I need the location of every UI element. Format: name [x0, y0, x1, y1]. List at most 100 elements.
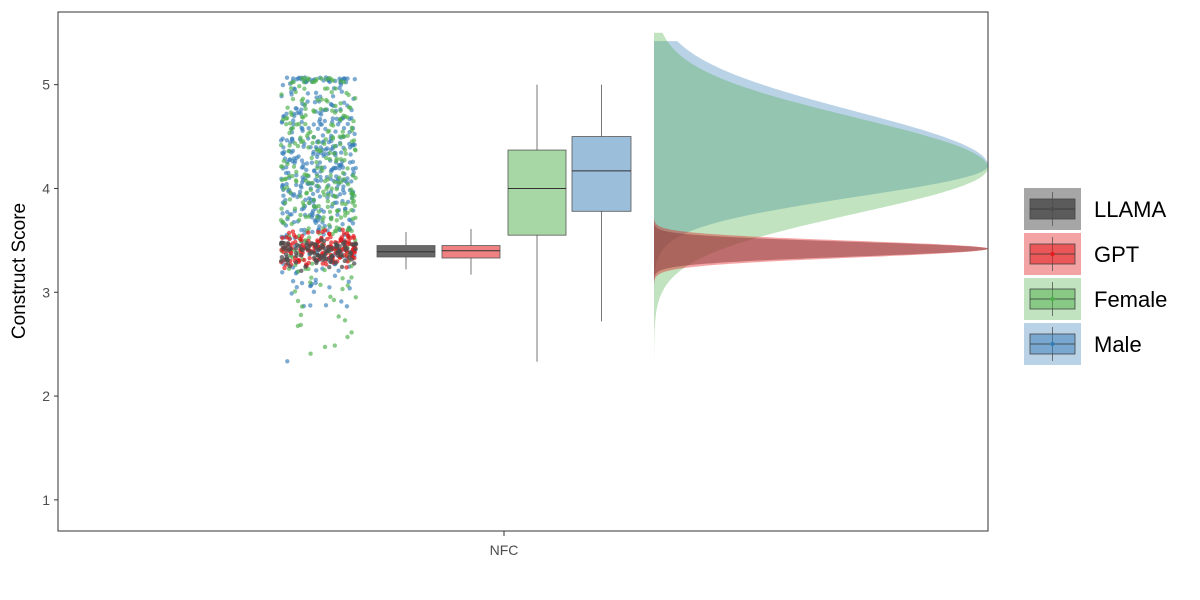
jitter-point-female	[323, 97, 329, 103]
jitter-point-male	[287, 157, 292, 162]
jitter-point-female	[345, 334, 350, 340]
jitter-point-male	[340, 222, 345, 227]
jitter-point-female	[322, 178, 328, 184]
jitter-point-female	[329, 186, 334, 191]
jitter-point-female	[318, 282, 323, 287]
jitter-point-gpt	[286, 230, 292, 236]
jitter-point-llama	[279, 258, 284, 264]
jitter-point-llama	[327, 265, 332, 270]
jitter-point-male	[286, 170, 291, 176]
jitter-point-male	[351, 170, 356, 175]
jitter-point-male	[294, 106, 299, 111]
jitter-point-female	[322, 192, 327, 198]
jitter-point-female	[329, 90, 334, 95]
jitter-point-female	[295, 143, 301, 149]
jitter-point-female	[322, 141, 327, 146]
jitter-point-female	[342, 158, 347, 163]
jitter-point-male	[347, 160, 353, 165]
jitter-point-female	[327, 156, 332, 162]
jitter-point-female	[292, 289, 298, 294]
jitter-point-female	[320, 168, 325, 173]
jitter-point-male	[330, 94, 336, 99]
jitter-point-female	[281, 221, 287, 226]
jitter-point-female	[341, 134, 346, 139]
jitter-point-female	[310, 79, 315, 85]
jitter-point-llama	[319, 243, 324, 248]
jitter-point-gpt	[282, 265, 287, 271]
jitter-point-female	[335, 208, 340, 214]
jitter-point-male	[292, 160, 297, 166]
jitter-point-llama	[314, 242, 319, 247]
jitter-point-male	[311, 289, 317, 294]
jitter-point-female	[349, 330, 354, 335]
jitter-point-gpt	[320, 229, 325, 234]
jitter-point-female	[303, 121, 308, 127]
jitter-point-female	[325, 199, 331, 204]
jitter-point-female	[315, 173, 320, 179]
jitter-point-female	[287, 143, 292, 148]
jitter-point-female	[327, 223, 332, 228]
jitter-point-female	[325, 184, 330, 189]
jitter-point-male	[322, 118, 327, 124]
jitter-point-female	[298, 139, 304, 145]
jitter-point-female	[285, 105, 290, 110]
jitter-point-llama	[325, 248, 330, 253]
jitter-point-male	[341, 184, 346, 189]
jitter-point-gpt	[340, 227, 345, 232]
boxplot-gpt	[441, 228, 501, 275]
jitter-point-male	[349, 179, 354, 184]
jitter-point-female	[338, 142, 343, 147]
jitter-point-male	[299, 158, 305, 163]
jitter-point-llama	[348, 250, 353, 255]
jitter-point-male	[333, 129, 338, 134]
density-gpt	[654, 214, 988, 288]
jitter-point-male	[327, 285, 332, 290]
jitter-point-male	[309, 160, 314, 165]
jitter-point-female	[352, 193, 357, 198]
jitter-point-female	[290, 96, 296, 102]
jitter-point-gpt	[291, 232, 297, 238]
jitter-point-male	[313, 177, 318, 182]
jitter-point-female	[349, 228, 354, 234]
legend: LLAMA GPT Female Male	[1024, 188, 1167, 365]
jitter-point-female	[333, 86, 338, 91]
jitter-point-female	[333, 194, 338, 199]
jitter-point-female	[349, 275, 354, 280]
jitter-point-female	[306, 145, 311, 150]
jitter-point-female	[333, 103, 338, 109]
jitter-point-female	[315, 97, 321, 103]
jitter-point-llama	[293, 246, 299, 251]
jitter-point-female	[327, 209, 333, 214]
jitter-point-female	[290, 125, 296, 131]
jitter-point-female	[323, 137, 328, 142]
jitter-point-female	[325, 204, 330, 210]
jitter-point-female	[345, 133, 350, 138]
jitter-point-male	[289, 92, 294, 97]
jitter-point-female	[290, 173, 295, 179]
jitter-point-male	[315, 188, 320, 194]
jitter-point-female	[331, 123, 336, 128]
legend-item-male: Male	[1024, 323, 1142, 365]
jitter-point-female	[343, 114, 348, 119]
jitter-point-female	[342, 177, 347, 182]
jitter-point-female	[334, 218, 339, 223]
jitter-point-female	[292, 141, 298, 146]
boxplot-llama	[376, 232, 436, 270]
jitter-point-gpt	[315, 229, 321, 235]
jitter-point-female	[345, 283, 350, 288]
jitter-point-female	[331, 297, 337, 303]
jitter-point-female	[342, 147, 348, 152]
jitter-point-female	[285, 215, 291, 220]
jitter-point-female	[324, 155, 329, 161]
jitter-point-female	[352, 147, 358, 152]
jitter-point-female	[319, 97, 324, 102]
boxplot-layer	[376, 84, 632, 362]
plot-panel	[57, 11, 989, 532]
jitter-point-female	[315, 215, 320, 220]
jitter-point-female	[352, 203, 357, 208]
jitter-point-female	[332, 180, 338, 185]
jitter-point-male	[306, 126, 311, 131]
jitter-point-male	[284, 138, 290, 143]
jitter-point-female	[289, 112, 294, 118]
jitter-point-male	[313, 220, 318, 225]
